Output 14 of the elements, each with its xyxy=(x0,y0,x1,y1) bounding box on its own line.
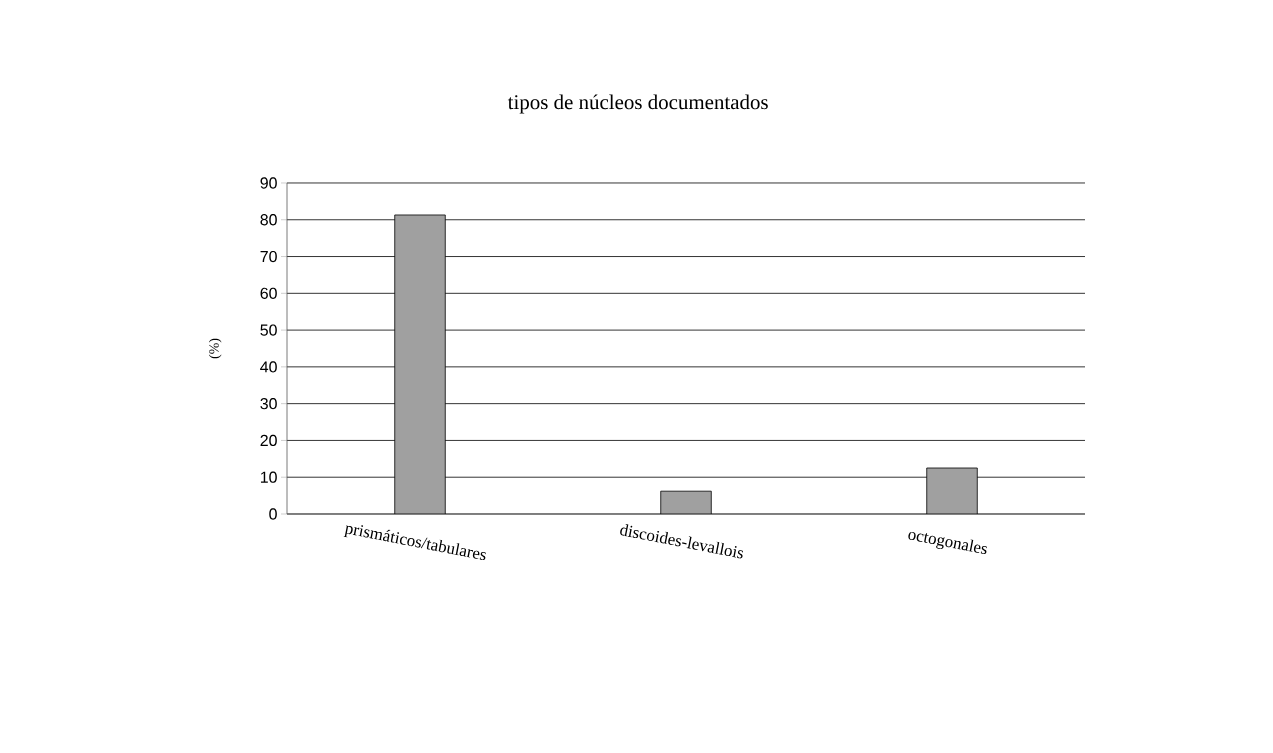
y-tick-label: 90 xyxy=(260,177,277,189)
chart-title: tipos de núcleos documentados xyxy=(507,94,768,114)
y-tick-label: 0 xyxy=(269,508,277,520)
x-tick-label: octogonales xyxy=(908,531,987,555)
y-tick-label: 20 xyxy=(260,434,277,447)
y-tick-label: 30 xyxy=(260,398,277,410)
y-tick-label: 40 xyxy=(260,361,277,373)
y-tick-label: 10 xyxy=(260,471,277,483)
bar xyxy=(660,490,712,514)
y-axis-title: (%) xyxy=(208,338,222,359)
y-tick-label: 80 xyxy=(260,214,277,226)
y-tick-label: 60 xyxy=(260,287,277,299)
y-tick-label: 70 xyxy=(260,250,277,263)
y-tick-label: 50 xyxy=(260,324,277,336)
